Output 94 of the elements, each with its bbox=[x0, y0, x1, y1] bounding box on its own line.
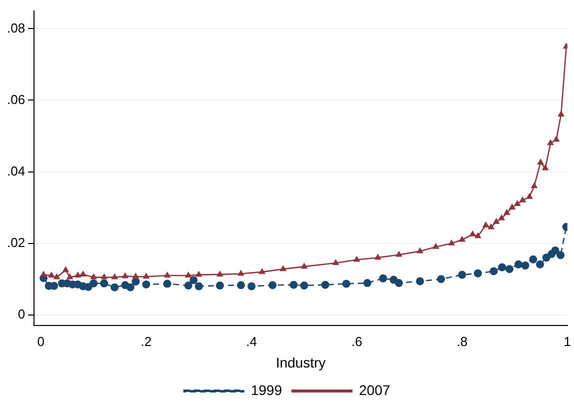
point bbox=[537, 158, 544, 164]
point bbox=[394, 279, 403, 288]
point bbox=[416, 247, 424, 254]
point bbox=[482, 221, 490, 228]
point bbox=[48, 272, 55, 278]
point bbox=[268, 281, 277, 290]
point bbox=[474, 269, 482, 278]
point bbox=[536, 260, 544, 268]
x-tick-label: .2 bbox=[140, 334, 152, 349]
point bbox=[142, 280, 150, 288]
point bbox=[190, 276, 198, 284]
point bbox=[521, 262, 530, 270]
x-tick-label: .8 bbox=[456, 334, 468, 349]
x-tick-label: 1 bbox=[564, 334, 571, 349]
point bbox=[236, 281, 245, 290]
point bbox=[519, 196, 526, 202]
point bbox=[342, 280, 350, 288]
point bbox=[100, 279, 108, 288]
point bbox=[111, 273, 118, 280]
point bbox=[132, 272, 140, 279]
x-tick-label: .4 bbox=[246, 334, 257, 349]
point bbox=[164, 272, 171, 278]
point bbox=[492, 218, 500, 224]
point bbox=[432, 242, 440, 249]
point bbox=[53, 273, 60, 280]
point bbox=[448, 239, 456, 246]
point bbox=[184, 272, 192, 278]
point bbox=[40, 270, 48, 277]
point bbox=[280, 265, 287, 272]
point bbox=[490, 267, 498, 276]
point bbox=[395, 250, 402, 257]
point bbox=[195, 270, 202, 277]
point bbox=[90, 279, 98, 288]
y-tick-label: 0 bbox=[18, 306, 26, 322]
point bbox=[508, 204, 516, 210]
legend-label: 1999 bbox=[250, 382, 282, 398]
point bbox=[556, 251, 565, 260]
point bbox=[353, 256, 360, 262]
point bbox=[552, 136, 560, 142]
point bbox=[100, 273, 108, 280]
point bbox=[258, 268, 266, 274]
point bbox=[474, 232, 482, 238]
point bbox=[498, 214, 506, 220]
point bbox=[66, 273, 74, 280]
x-tick-label: 0 bbox=[37, 334, 45, 349]
point bbox=[458, 236, 466, 242]
point bbox=[238, 270, 244, 276]
point bbox=[551, 246, 560, 254]
point bbox=[216, 282, 224, 290]
point bbox=[542, 164, 549, 170]
point bbox=[529, 255, 538, 264]
y-tick-label: .06 bbox=[6, 92, 26, 107]
point bbox=[469, 230, 476, 236]
point bbox=[363, 279, 372, 288]
point bbox=[374, 254, 382, 260]
point bbox=[142, 272, 150, 279]
point bbox=[530, 182, 538, 188]
point bbox=[163, 280, 172, 288]
point bbox=[514, 200, 521, 206]
point bbox=[122, 272, 129, 278]
point bbox=[132, 278, 140, 286]
point bbox=[80, 270, 86, 276]
y-tick-label: .04 bbox=[6, 163, 26, 178]
point bbox=[488, 223, 495, 230]
point bbox=[194, 282, 203, 290]
point bbox=[216, 270, 224, 276]
point bbox=[321, 280, 330, 289]
x-axis-title: Industry bbox=[276, 354, 326, 370]
point bbox=[503, 208, 510, 215]
point bbox=[90, 273, 98, 280]
point bbox=[558, 110, 565, 117]
point bbox=[505, 265, 514, 274]
point bbox=[332, 259, 340, 265]
point bbox=[300, 282, 308, 290]
y-tick-label: .02 bbox=[6, 234, 26, 250]
point bbox=[62, 266, 70, 272]
point bbox=[547, 139, 554, 146]
point bbox=[184, 282, 192, 290]
point bbox=[526, 192, 533, 199]
y-tick-label: .08 bbox=[6, 20, 26, 36]
point bbox=[416, 277, 424, 286]
point bbox=[110, 283, 119, 292]
point bbox=[458, 270, 466, 279]
point bbox=[437, 275, 446, 284]
point bbox=[126, 283, 134, 292]
point bbox=[498, 263, 506, 272]
legend-label: 2007 bbox=[359, 382, 390, 398]
point bbox=[74, 272, 82, 278]
point bbox=[379, 274, 388, 282]
point bbox=[290, 280, 298, 289]
point bbox=[300, 262, 308, 269]
point bbox=[514, 260, 522, 268]
x-tick-label: .6 bbox=[351, 334, 362, 349]
point bbox=[248, 282, 256, 290]
